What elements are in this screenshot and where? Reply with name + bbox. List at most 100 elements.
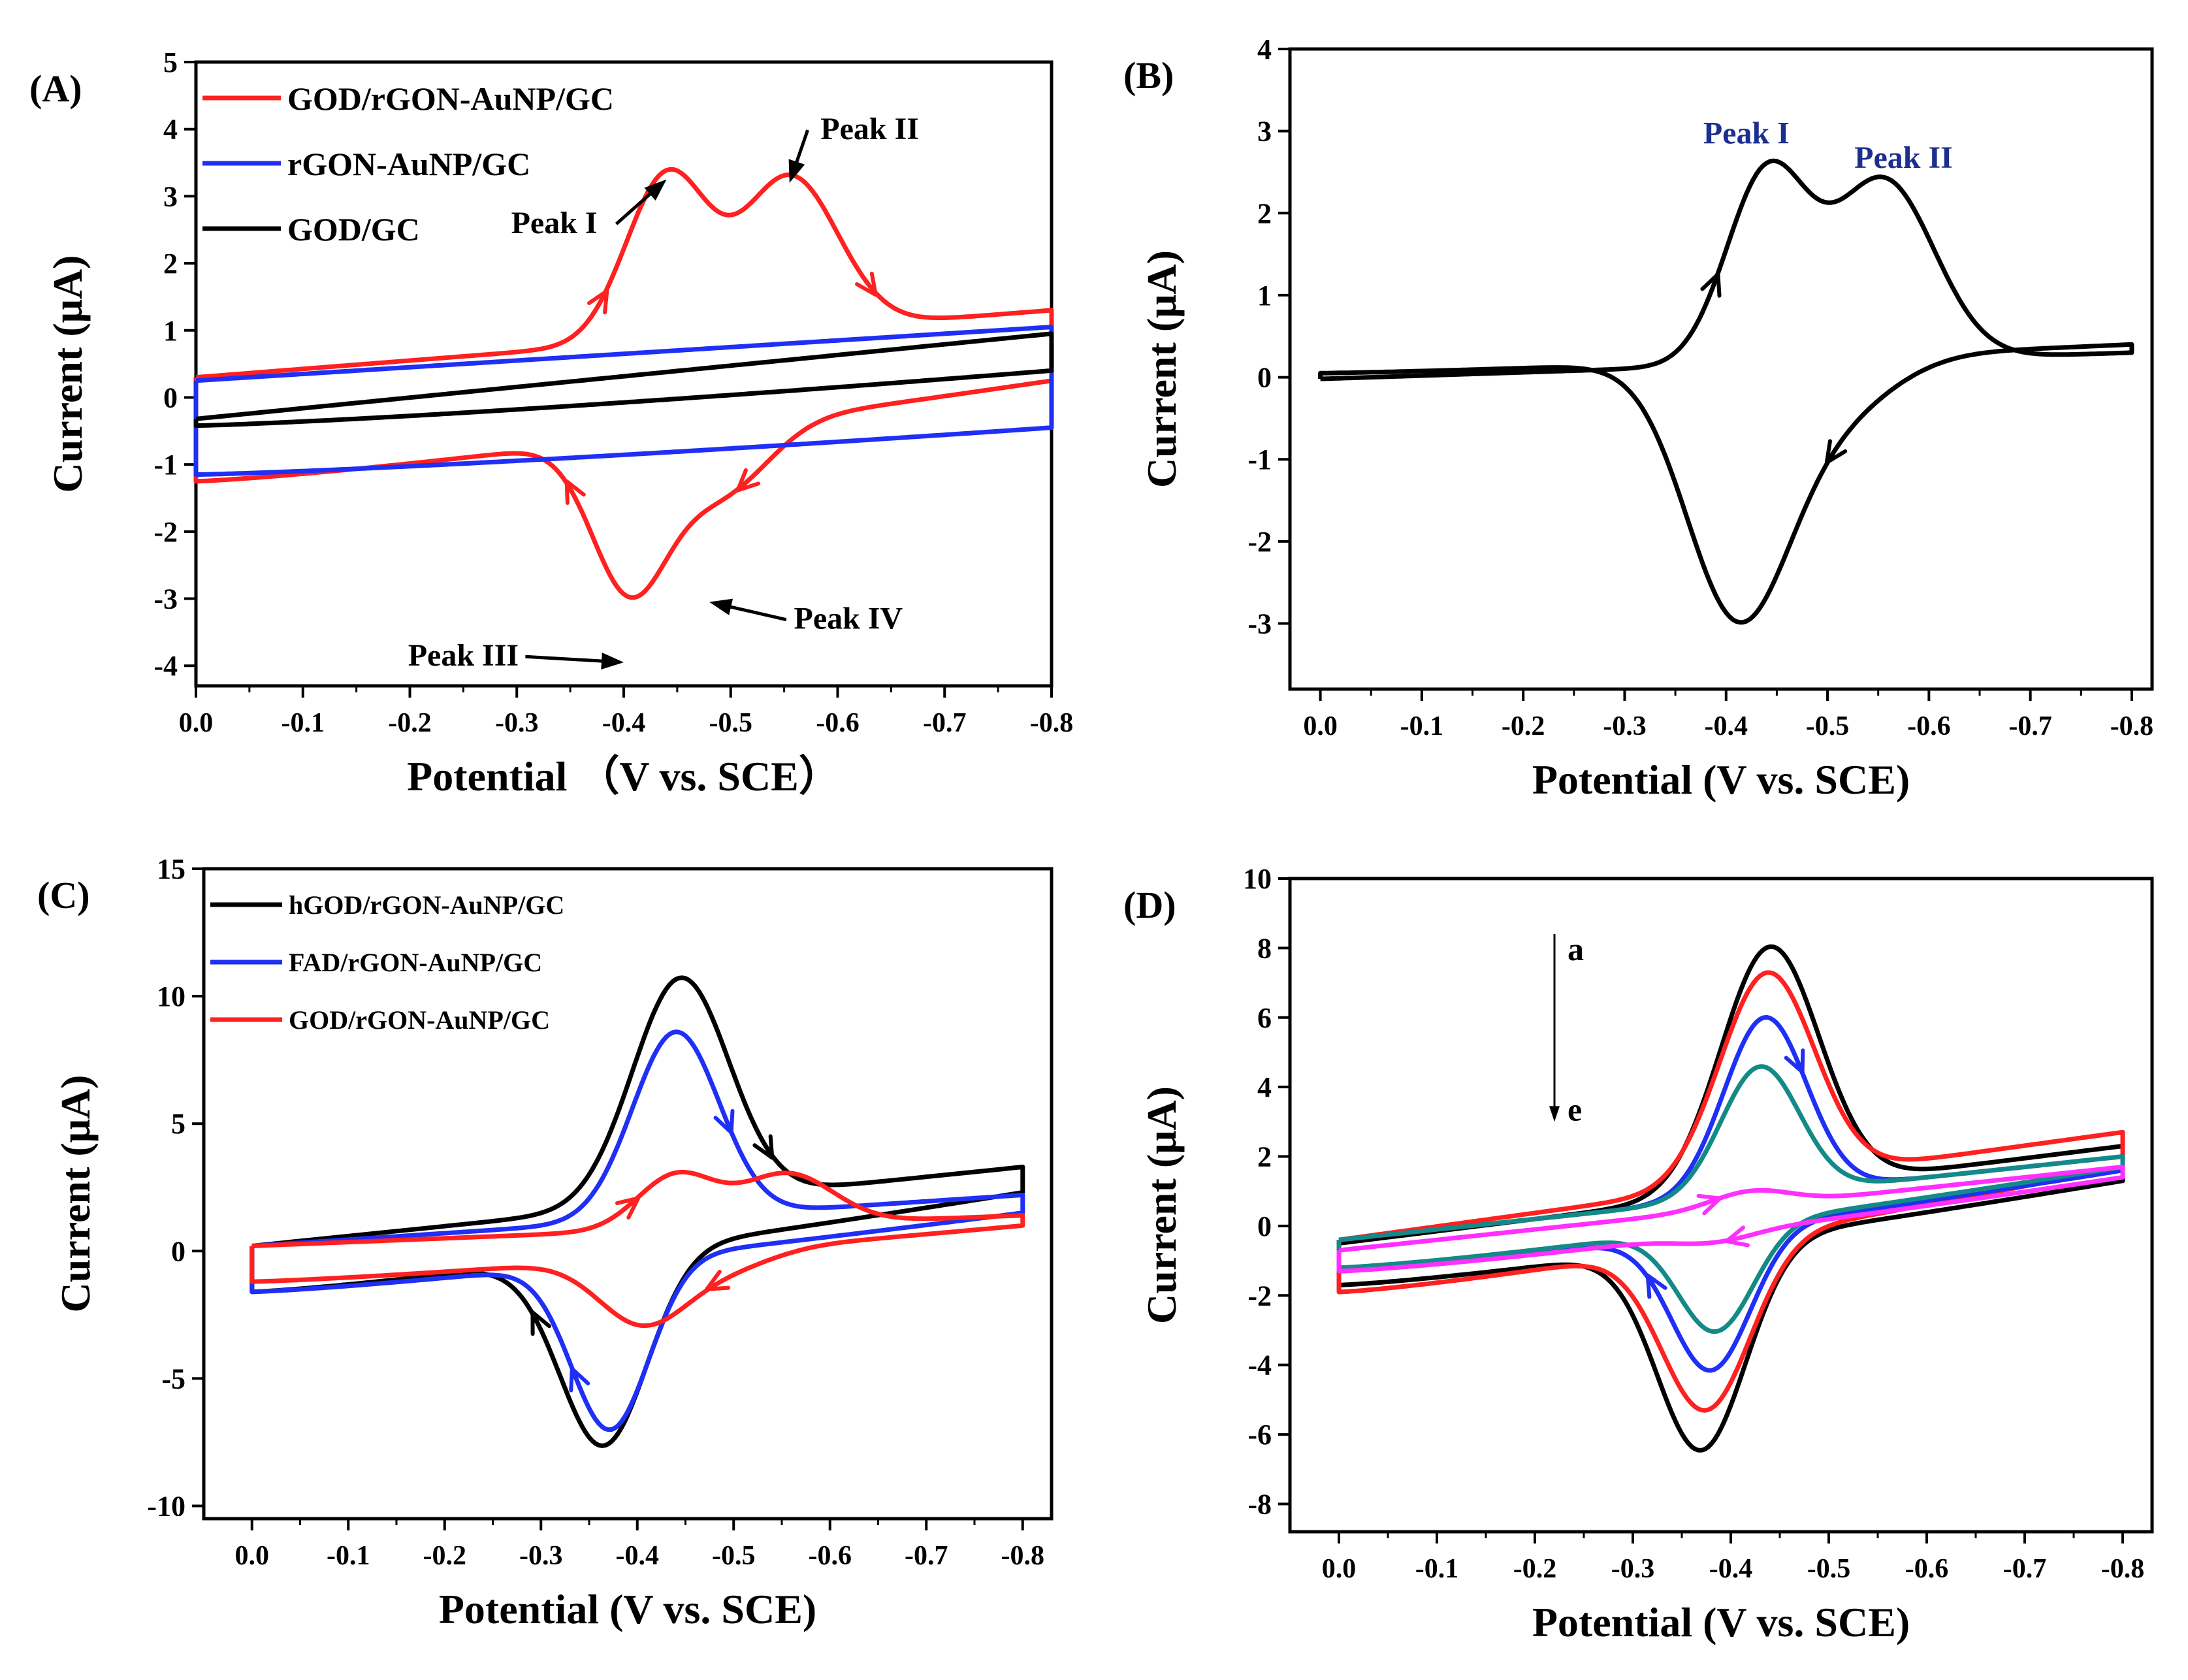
y-tick-label: 4	[1257, 33, 1272, 65]
x-tick-label: -0.8	[2110, 711, 2154, 741]
peak-annotation: Peak I	[511, 206, 598, 240]
x-tick-label: -0.7	[923, 708, 967, 738]
direction-arrow	[855, 271, 878, 297]
direction-arrow	[1824, 439, 1848, 465]
peak-annotation: Peak I	[1703, 116, 1790, 150]
panel-label: (C)	[37, 874, 90, 916]
x-tick-label: 0.0	[179, 708, 214, 738]
x-tick-label: -0.5	[1806, 711, 1850, 741]
direction-arrow	[615, 1196, 641, 1220]
peak-annotation: Peak II	[820, 112, 919, 146]
x-tick-label: 0.0	[1322, 1554, 1357, 1584]
y-tick-label: 0	[1257, 362, 1272, 394]
series-line-CV	[1318, 158, 2134, 625]
x-tick-label: -0.1	[1415, 1554, 1459, 1584]
legend-entry: hGOD/rGON-AuNP/GC	[289, 890, 564, 920]
x-axis-label: Potential (V vs. SCE)	[1532, 1599, 1910, 1645]
peak-annotation: Peak III	[408, 638, 519, 673]
x-tick-label: -0.7	[2008, 711, 2052, 741]
x-tick-label: -0.3	[519, 1541, 563, 1571]
panel-label: (B)	[1123, 54, 1174, 97]
direction-arrow	[1645, 1273, 1667, 1299]
y-axis-label: Current (μA)	[1138, 250, 1185, 488]
y-tick-label: 5	[171, 1108, 185, 1140]
series-line-b	[1336, 970, 2125, 1413]
series-line-FAD/rGON-AuNP/GC	[249, 1029, 1025, 1432]
x-tick-label: -0.4	[1705, 711, 1748, 741]
y-tick-label: 15	[157, 853, 185, 885]
series-line-GOD/rGON-AuNP/GC	[249, 1169, 1025, 1329]
x-axis-label: Potential (V vs. SCE)	[1532, 756, 1910, 803]
x-tick-label: -0.5	[709, 708, 753, 738]
x-tick-label: -0.1	[282, 708, 325, 738]
y-tick-label: 4	[163, 114, 178, 146]
y-tick-label: 10	[1243, 863, 1272, 895]
series-line-hGOD/rGON-AuNP/GC	[249, 975, 1025, 1448]
annotation-arrow-head	[709, 598, 733, 615]
x-tick-label: -0.1	[1400, 711, 1444, 741]
series-line-rGON-AuNP/GC	[193, 325, 1054, 477]
y-tick-label: 2	[1257, 1141, 1272, 1173]
direction-arrow	[735, 468, 761, 493]
peak-annotation: Peak IV	[794, 602, 903, 636]
x-tick-label: -0.6	[1905, 1554, 1949, 1584]
y-axis-label: Current (μA)	[52, 1075, 99, 1313]
x-tick-label: -0.6	[809, 1541, 852, 1571]
x-axis-label: Potential (V vs. SCE)	[439, 1586, 816, 1632]
panel-a: 0.0 -0.1 -0.2 -0.3 -0.4 -0.5 -0.6 -0.7 -0.8 -4 -3 -…	[29, 46, 1073, 800]
panel-label: (D)	[1123, 884, 1176, 926]
x-tick-label: -0.7	[905, 1541, 948, 1571]
trend-arrow-head	[1549, 1106, 1560, 1122]
direction-arrow	[705, 1270, 731, 1291]
x-tick-label: -0.4	[1709, 1554, 1753, 1584]
y-tick-label: -2	[1247, 1280, 1272, 1312]
annotation-arrow-line	[722, 604, 787, 622]
y-tick-label: 2	[1257, 197, 1272, 229]
y-tick-label: 10	[157, 980, 185, 1012]
legend-entry: FAD/rGON-AuNP/GC	[289, 948, 542, 977]
x-tick-label: -0.8	[1001, 1541, 1045, 1571]
direction-arrow	[587, 289, 609, 315]
trend-label-start: a	[1568, 931, 1584, 967]
plot-frame	[202, 867, 1054, 1521]
x-tick-label: -0.3	[1603, 711, 1647, 741]
y-tick-label: 1	[163, 315, 178, 347]
y-tick-label: -1	[1247, 444, 1272, 476]
y-tick-label: 1	[1257, 280, 1272, 312]
legend-entry: GOD/GC	[287, 211, 420, 248]
y-tick-label: -4	[153, 650, 178, 682]
x-tick-label: -0.1	[327, 1541, 370, 1571]
y-tick-label: -2	[1247, 526, 1272, 558]
direction-arrow	[713, 1108, 735, 1135]
y-tick-label: -3	[1247, 607, 1272, 639]
x-tick-label: -0.3	[1611, 1554, 1655, 1584]
series-line-a	[1336, 944, 2125, 1453]
plot-frame	[1288, 877, 2154, 1534]
x-tick-label: -0.2	[423, 1541, 467, 1571]
y-tick-label: -2	[153, 516, 178, 548]
annotation-arrow-line	[525, 654, 610, 664]
peak-annotation: Peak II	[1854, 140, 1953, 175]
y-tick-label: 4	[1257, 1071, 1272, 1103]
y-tick-label: 3	[1257, 116, 1272, 148]
plot-frame	[1288, 47, 2154, 691]
y-tick-label: -5	[161, 1363, 185, 1395]
annotation-arrow-line	[615, 187, 657, 225]
y-tick-label: -1	[153, 449, 178, 481]
y-axis-label: Current (μA)	[44, 255, 91, 493]
annotation-arrow-head	[601, 653, 624, 670]
legend-entry: GOD/rGON-AuNP/GC	[289, 1005, 550, 1035]
direction-arrow	[564, 479, 586, 505]
x-tick-label: -0.5	[712, 1541, 756, 1571]
direction-arrow	[569, 1366, 590, 1393]
y-tick-label: 0	[171, 1235, 185, 1267]
direction-arrow	[1696, 1193, 1722, 1216]
x-tick-label: -0.6	[816, 708, 860, 738]
series-line-e	[1336, 1165, 2125, 1274]
y-tick-label: 3	[163, 180, 178, 212]
x-tick-label: -0.6	[1907, 711, 1951, 741]
x-tick-label: -0.2	[388, 708, 432, 738]
x-tick-label: -0.8	[1030, 708, 1074, 738]
direction-arrow	[530, 1310, 551, 1336]
x-tick-label: -0.4	[616, 1541, 660, 1571]
